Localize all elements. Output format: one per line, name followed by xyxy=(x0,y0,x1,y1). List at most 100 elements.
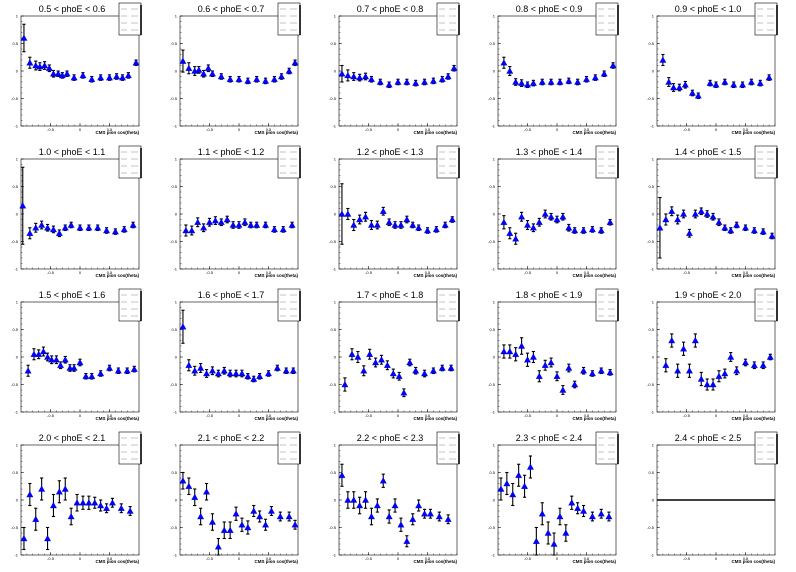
x-axis-label: CMS pion cos(theta) xyxy=(96,416,140,421)
data-point xyxy=(360,367,368,374)
data-point xyxy=(721,224,729,231)
data-point xyxy=(556,512,564,520)
data-point xyxy=(674,215,682,223)
data-point xyxy=(606,368,614,376)
x-tick-label: -0.5 xyxy=(524,556,532,561)
data-point xyxy=(250,507,258,514)
data-point xyxy=(223,215,231,223)
data-point xyxy=(270,225,278,233)
data-point xyxy=(362,213,370,220)
data-point xyxy=(597,510,605,517)
data-point xyxy=(289,367,297,374)
y-tick-label: 0 xyxy=(652,498,655,503)
data-point xyxy=(571,226,579,234)
data-point xyxy=(185,64,193,71)
x-axis-label: CMS pion cos(theta) xyxy=(732,130,776,135)
x-axis-label: CMS pion cos(theta) xyxy=(96,273,140,278)
data-point xyxy=(179,323,187,330)
data-point xyxy=(338,471,346,478)
data-point xyxy=(130,365,138,372)
data-point xyxy=(568,499,576,506)
data-point xyxy=(518,79,526,86)
data-point xyxy=(250,375,258,382)
panel-title: 1.4 < phoE < 1.5 xyxy=(675,147,742,157)
plot-panel: 1.5 < phoE < 1.6 1 0.5 0 -0.5 -1 -0.5 0 0.5 CMS p… xyxy=(0,286,159,429)
data-point xyxy=(500,347,508,355)
x-tick-label: 0.5 xyxy=(425,556,431,561)
data-point xyxy=(668,336,676,344)
data-point xyxy=(356,501,364,509)
x-tick-label: -0.5 xyxy=(524,270,532,275)
data-point xyxy=(85,499,93,506)
y-tick-label: 0 xyxy=(334,355,337,360)
data-point xyxy=(379,207,387,214)
data-point xyxy=(565,224,573,231)
y-tick-label: -1 xyxy=(491,410,495,415)
data-point xyxy=(204,64,212,71)
data-point xyxy=(591,74,599,81)
data-point xyxy=(529,353,537,360)
data-point xyxy=(580,367,588,374)
data-point xyxy=(108,499,116,506)
data-point xyxy=(55,488,63,495)
y-tick-label: -1 xyxy=(650,553,654,558)
x-tick-label: 0.5 xyxy=(743,127,749,132)
x-tick-label: -0.5 xyxy=(683,556,691,561)
stats-box xyxy=(754,2,778,36)
plot-panel: 1.0 < phoE < 1.1 1 0.5 0 -0.5 -1 -0.5 0 0.5 CMS p… xyxy=(0,143,159,286)
data-point xyxy=(550,540,558,547)
data-point xyxy=(750,361,758,368)
data-point xyxy=(697,375,705,382)
data-point xyxy=(267,507,275,514)
y-tick-label: 1 xyxy=(16,300,19,305)
data-point xyxy=(76,358,84,366)
data-point xyxy=(547,358,555,366)
data-point xyxy=(367,75,375,82)
data-point xyxy=(524,81,531,88)
data-point xyxy=(285,67,293,74)
data-point xyxy=(588,512,596,520)
data-point xyxy=(415,224,423,231)
data-point xyxy=(285,512,293,520)
data-point xyxy=(659,56,667,63)
data-point xyxy=(200,224,208,231)
y-tick-label: 1 xyxy=(334,14,337,19)
data-point xyxy=(583,75,590,82)
data-point xyxy=(553,372,561,379)
data-point xyxy=(497,485,505,492)
data-point xyxy=(680,345,688,352)
data-point xyxy=(217,72,225,80)
y-tick-label: 1 xyxy=(175,14,178,19)
data-point xyxy=(412,367,420,374)
y-tick-label: 0.5 xyxy=(648,327,654,332)
y-tick-label: 1 xyxy=(493,443,496,448)
data-point xyxy=(49,70,57,77)
data-point xyxy=(129,221,137,228)
y-tick-label: -1 xyxy=(491,267,495,272)
data-point xyxy=(194,218,202,225)
data-point xyxy=(565,77,573,84)
y-tick-label: -1 xyxy=(14,267,18,272)
data-point xyxy=(111,228,119,235)
data-point xyxy=(354,353,362,360)
data-point xyxy=(448,215,456,223)
plot-panel: 1.4 < phoE < 1.5 1 0.5 0 -0.5 -1 -0.5 0 0.5 CMS p… xyxy=(636,143,795,286)
data-point xyxy=(588,225,596,233)
data-point xyxy=(529,224,537,231)
panel-title: 0.9 < phoE < 1.0 xyxy=(675,4,742,14)
x-tick-label: 0 xyxy=(238,270,241,275)
y-tick-label: -1 xyxy=(173,553,177,558)
data-point xyxy=(49,225,57,233)
x-tick-label: 0 xyxy=(556,413,559,418)
data-point xyxy=(518,213,526,220)
data-point xyxy=(238,369,246,377)
stats-box xyxy=(277,2,301,36)
data-point xyxy=(185,361,193,368)
y-tick-label: 1 xyxy=(16,443,19,448)
data-point xyxy=(506,347,514,355)
data-point xyxy=(532,537,540,544)
data-point xyxy=(715,218,723,225)
data-point xyxy=(759,228,767,235)
data-point xyxy=(197,512,205,520)
